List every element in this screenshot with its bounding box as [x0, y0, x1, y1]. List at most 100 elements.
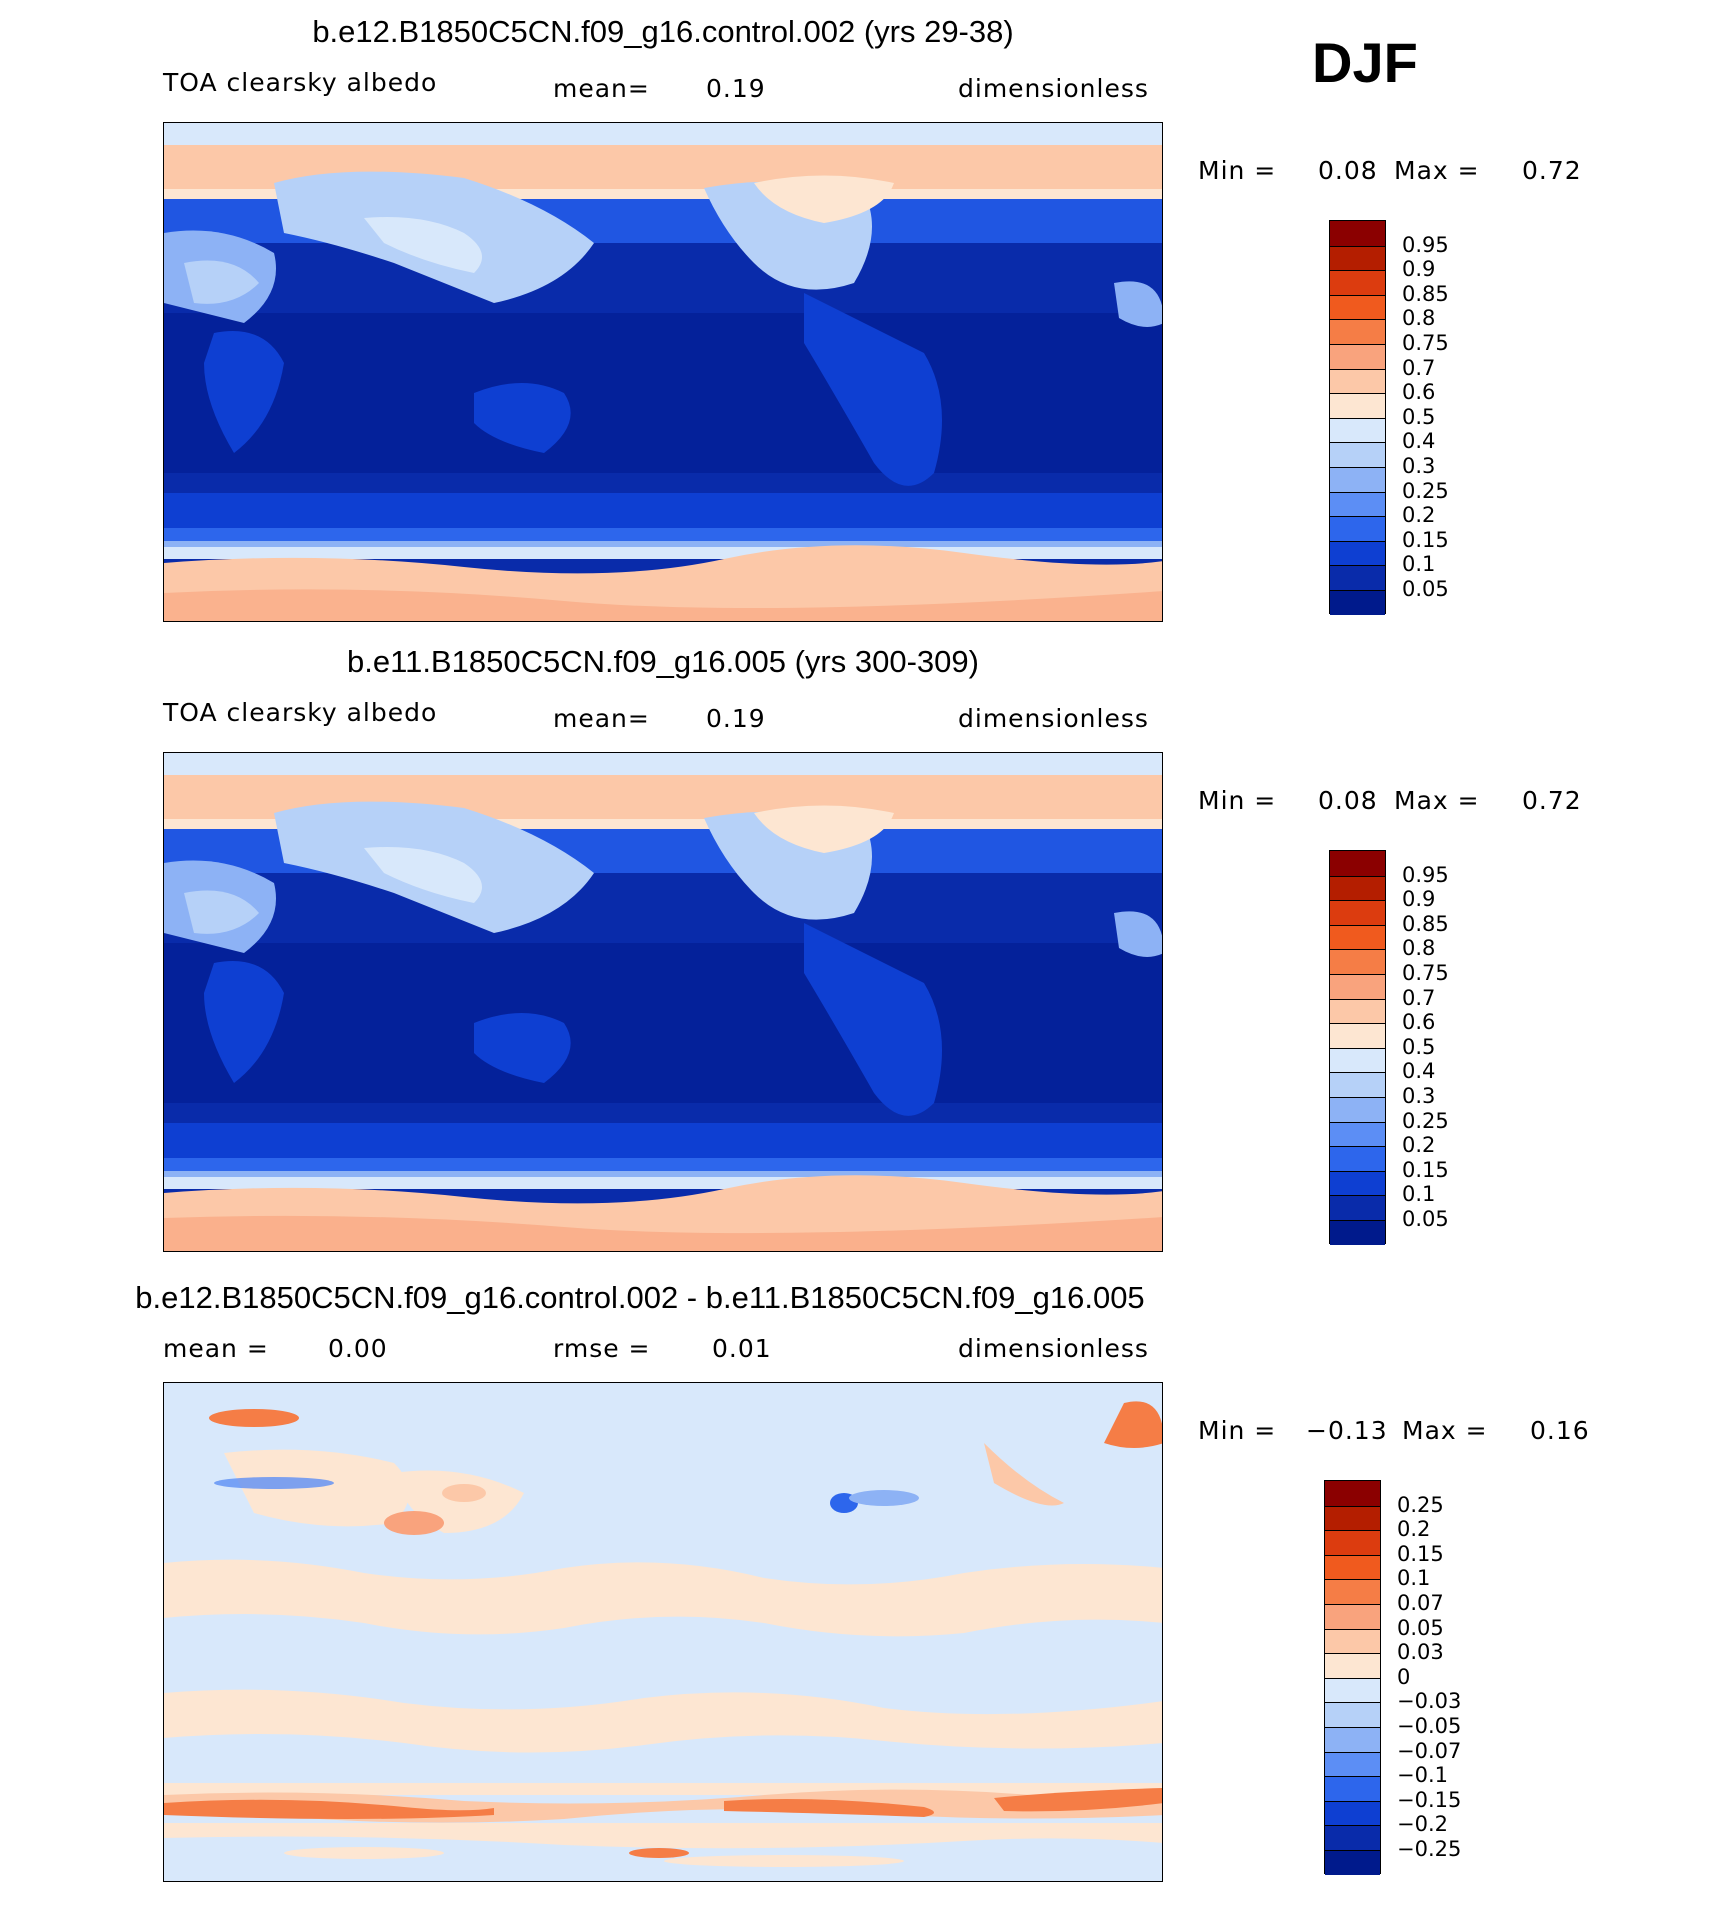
colorbar-segment	[1330, 516, 1385, 541]
colorbar-tick-label: 0.1	[1402, 552, 1436, 577]
colorbar-tick-label: −0.07	[1397, 1738, 1462, 1763]
colorbar-tick-label: 0.75	[1402, 331, 1449, 355]
colorbar-tick-label: −0.2	[1397, 1812, 1448, 1837]
panel-1-units: dimensionless	[958, 74, 1149, 103]
colorbar-tick-label: 0.7	[1402, 985, 1436, 1010]
colorbar-segment	[1330, 974, 1385, 999]
colorbar-segment	[1330, 1170, 1385, 1196]
colorbar-tick-label: 0.6	[1402, 380, 1436, 405]
colorbar-tick-label: 0.05	[1397, 1615, 1444, 1640]
colorbar-box	[1329, 220, 1386, 615]
colorbar-segment	[1325, 1702, 1380, 1727]
colorbar-tick-label: 0.25	[1402, 1108, 1449, 1133]
colorbar-tick-label: 0.6	[1402, 1010, 1436, 1035]
colorbar-tick-label: 0.4	[1402, 1059, 1436, 1084]
colorbar-segment	[1330, 245, 1385, 271]
colorbar-segment	[1330, 294, 1385, 320]
panel-1-mean-label: mean=	[553, 74, 650, 103]
colorbar-tick-label: −0.03	[1397, 1689, 1462, 1714]
colorbar-tick-label: 0.1	[1402, 1182, 1436, 1207]
colorbar-segment	[1325, 1653, 1380, 1678]
colorbar-tick-label: 0.7	[1402, 355, 1436, 380]
colorbar-tick-label: 0.2	[1397, 1517, 1431, 1542]
panel-3-mean-value: 0.00	[328, 1334, 388, 1363]
colorbar-tick-label: 0.05	[1402, 577, 1449, 601]
panel-3-max-label: Max =	[1402, 1416, 1488, 1445]
panel-3-min-value: −0.13	[1306, 1416, 1388, 1445]
colorbar-segment	[1330, 875, 1385, 901]
colorbar-segment	[1325, 1850, 1380, 1875]
colorbar-tick-label: 0.03	[1397, 1640, 1444, 1665]
panel-2-mean-label: mean=	[553, 704, 650, 733]
colorbar-segment	[1330, 540, 1385, 566]
panel-1-albedo-map	[164, 123, 1162, 621]
panel-2-map	[163, 752, 1163, 1252]
colorbar-tick-label: 0.15	[1402, 1157, 1449, 1182]
panel-2-mean-value: 0.19	[706, 704, 766, 733]
colorbar-segment	[1325, 1751, 1380, 1777]
colorbar-segment	[1330, 319, 1385, 344]
panel-1-max-value: 0.72	[1522, 156, 1582, 185]
panel-3-rmse-label: rmse =	[553, 1334, 651, 1363]
colorbar-tick-label: −0.05	[1397, 1714, 1462, 1738]
colorbar-box	[1329, 850, 1386, 1245]
panel-1-title: b.e12.B1850C5CN.f09_g16.control.002 (yrs…	[312, 14, 1014, 49]
panel-3-max-value: 0.16	[1530, 1416, 1590, 1445]
colorbar-segment	[1330, 1097, 1385, 1122]
colorbar-segment	[1330, 1072, 1385, 1097]
colorbar-segment	[1330, 442, 1385, 467]
panel-2-min-label: Min =	[1198, 786, 1277, 815]
panel-2-max-value: 0.72	[1522, 786, 1582, 815]
colorbar-segment	[1330, 368, 1385, 394]
colorbar-tick-label: 0.07	[1397, 1591, 1444, 1615]
colorbar-segment	[1330, 1146, 1385, 1171]
colorbar-tick-label: −0.15	[1397, 1787, 1462, 1812]
colorbar-segment	[1330, 393, 1385, 418]
colorbar-tick-label: 0.2	[1402, 1133, 1436, 1158]
panel-1-min-value: 0.08	[1318, 156, 1378, 185]
colorbar-segment	[1325, 1579, 1380, 1604]
panel-1-max-label: Max =	[1394, 156, 1480, 185]
colorbar-segment	[1330, 565, 1385, 590]
panel-2-max-label: Max =	[1394, 786, 1480, 815]
colorbar-tick-label: 0.85	[1402, 281, 1449, 306]
colorbar-tick-label: −0.25	[1397, 1837, 1462, 1861]
colorbar-segment	[1330, 467, 1385, 492]
colorbar-segment	[1330, 417, 1385, 443]
colorbar-segment	[1330, 1220, 1385, 1245]
colorbar-segment	[1330, 998, 1385, 1024]
colorbar-segment	[1325, 1628, 1380, 1654]
panel-1-min-label: Min =	[1198, 156, 1277, 185]
colorbar-segment	[1330, 1121, 1385, 1147]
colorbar-segment	[1330, 491, 1385, 517]
colorbar-tick-label: 0	[1397, 1664, 1411, 1689]
panel-3-units: dimensionless	[958, 1334, 1149, 1363]
colorbar-tick-label: 0.8	[1402, 306, 1436, 331]
colorbar-segment	[1330, 924, 1385, 950]
colorbar-segment	[1325, 1554, 1380, 1580]
colorbar-tick-label: 0.3	[1402, 1084, 1436, 1108]
colorbar-tick-label: 0.25	[1397, 1492, 1444, 1517]
colorbar-segment	[1325, 1604, 1380, 1629]
colorbar-tick-label: 0.5	[1402, 1034, 1436, 1059]
colorbar-tick-label: −0.1	[1397, 1763, 1448, 1788]
colorbar-tick-label: 0.85	[1402, 911, 1449, 936]
colorbar-segment	[1330, 900, 1385, 925]
panel-2-albedo-map	[164, 753, 1162, 1251]
colorbar-segment	[1330, 590, 1385, 615]
colorbar-segment	[1330, 949, 1385, 974]
colorbar-segment	[1325, 1677, 1380, 1703]
colorbar-tick-label: 0.05	[1402, 1207, 1449, 1231]
panel-3-rmse-value: 0.01	[712, 1334, 772, 1363]
panel-3-mean-label: mean =	[163, 1334, 269, 1363]
colorbar-tick-label: 0.5	[1402, 404, 1436, 429]
colorbar-tick-label: 0.4	[1402, 429, 1436, 454]
colorbar-tick-label: 0.95	[1402, 232, 1449, 257]
colorbar-tick-label: 0.75	[1402, 961, 1449, 985]
colorbar-segment	[1330, 1023, 1385, 1048]
colorbar-segment	[1325, 1530, 1380, 1555]
colorbar-segment	[1325, 1481, 1380, 1506]
colorbar-tick-label: 0.95	[1402, 862, 1449, 887]
colorbar-tick-label: 0.9	[1402, 887, 1436, 912]
colorbar-tick-label: 0.9	[1402, 257, 1436, 282]
